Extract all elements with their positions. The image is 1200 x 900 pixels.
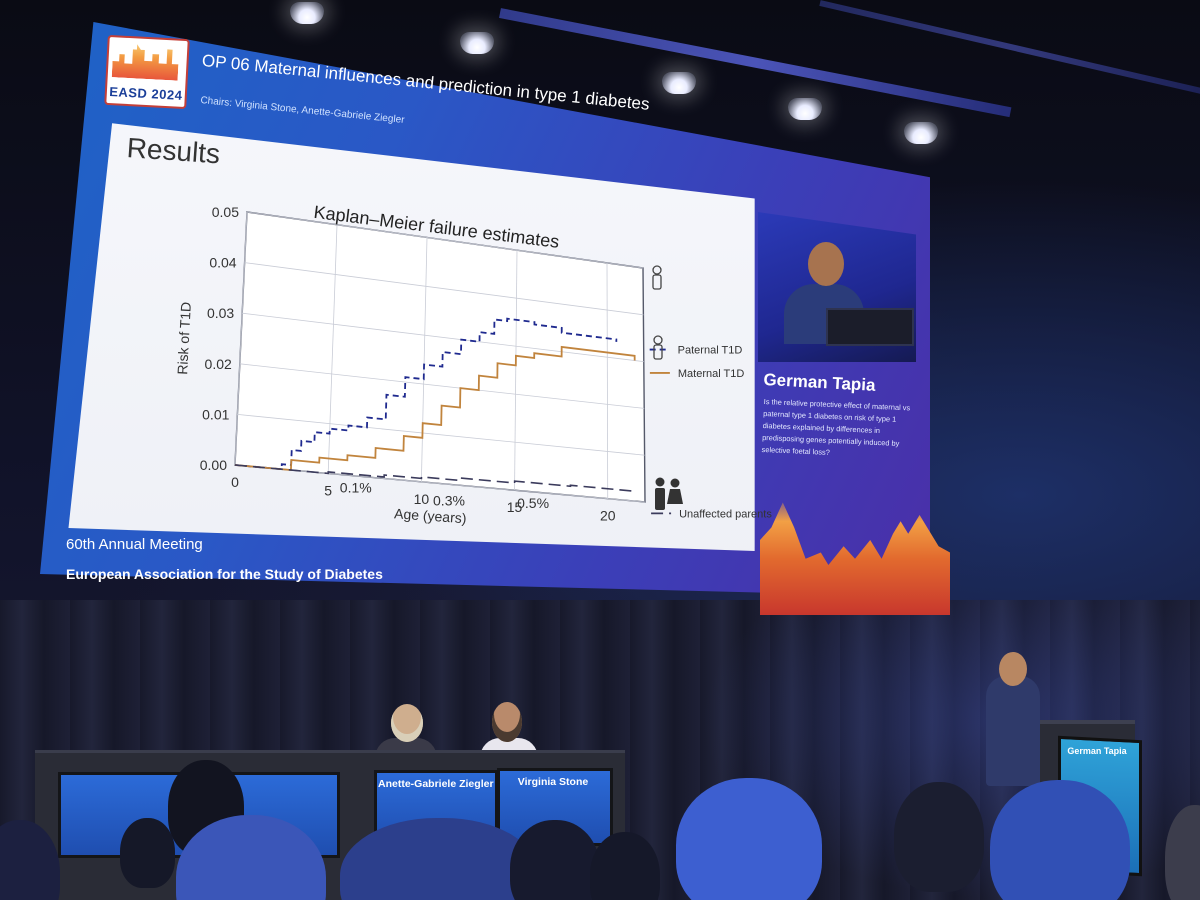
- audience-head: [340, 818, 540, 900]
- stage-light: [904, 122, 938, 144]
- chart-ytick-label: 0.04: [209, 255, 236, 271]
- speaker-video-monitor: [826, 308, 914, 346]
- audience-head: [120, 818, 175, 888]
- stage-light: [788, 98, 822, 120]
- chart-gridline-x: [234, 211, 248, 466]
- father-icon: [652, 274, 662, 290]
- speaker-body: [986, 676, 1040, 786]
- chart-ytick-label: 0.02: [205, 356, 232, 372]
- chart-xtick-label: 5: [324, 482, 332, 498]
- chart-gridline-y: [237, 414, 645, 456]
- chart-gridline-y: [242, 312, 644, 362]
- audience-head: [176, 815, 326, 900]
- stage-light: [460, 32, 494, 54]
- speaker-video-feed: [758, 212, 916, 362]
- chart-gridline-y: [239, 363, 645, 409]
- chair-name-label-ziegler: Anette-Gabriele Ziegler: [378, 778, 494, 790]
- audience-head: [894, 782, 984, 892]
- audience-head: [990, 780, 1130, 900]
- meeting-line: 60th Annual Meeting: [66, 536, 203, 553]
- father-icon: [652, 265, 662, 275]
- parents-icon: [655, 488, 665, 510]
- mother-icon: [653, 335, 663, 345]
- chart-ytick-label: 0.05: [212, 204, 239, 220]
- stage-light: [290, 2, 324, 24]
- podium-name-label: German Tapia: [1067, 746, 1127, 756]
- chart-gridline-y: [246, 211, 644, 269]
- mother-icon: [653, 344, 663, 360]
- chart-xtick-label: 10: [414, 491, 430, 507]
- chart-gridline-x: [514, 250, 518, 491]
- audience-head: [510, 820, 600, 900]
- chart-series-line-1: [234, 345, 636, 472]
- chart-gridline-y: [244, 262, 644, 316]
- speaker-head: [999, 652, 1027, 686]
- parents-icon: [655, 477, 665, 487]
- chart-ytick-label: 0.00: [200, 457, 227, 473]
- society-name: European Association for the Study of Di…: [66, 566, 383, 582]
- audience-head: [676, 778, 822, 900]
- chart-plot-area: [234, 211, 646, 503]
- chart-gridline-x: [606, 262, 609, 499]
- audience-head: [590, 832, 660, 900]
- chart-annotation: 0.3%: [433, 492, 465, 508]
- chart-xtick-label: 20: [600, 508, 616, 524]
- chart-gridline-x: [420, 237, 428, 482]
- chart-annotation: 0.1%: [340, 479, 372, 495]
- chart-ylabel: Risk of T1D: [174, 301, 194, 375]
- chart-xlabel: Age (years): [394, 505, 467, 526]
- chart-xtick-label: 15: [507, 499, 523, 515]
- chart-ytick-label: 0.01: [202, 406, 229, 422]
- chart-annotation: 0.5%: [517, 495, 549, 511]
- speaker-abstract: Is the relative protective effect of mat…: [761, 396, 911, 457]
- chart-gridline-y: [234, 464, 646, 503]
- speaker-video-head: [808, 242, 844, 286]
- chair-person-left-head: [391, 704, 423, 742]
- chart-legend-label: Unaffected parents: [679, 508, 772, 520]
- parents-icon: [667, 489, 683, 504]
- chart-series-line-0: [234, 317, 618, 471]
- chart-xtick-label: 0: [231, 474, 239, 490]
- parents-icon: [670, 478, 680, 488]
- stage-light: [662, 72, 696, 94]
- chair-person-right-head: [492, 702, 522, 742]
- chair-name-label-stone: Virginia Stone: [517, 776, 589, 788]
- chart-ytick-label: 0.03: [207, 305, 234, 321]
- chart-series-line-2: [234, 464, 637, 493]
- chart-legend-label: Maternal T1D: [678, 368, 744, 380]
- chart-legend-label: Paternal T1D: [678, 345, 743, 357]
